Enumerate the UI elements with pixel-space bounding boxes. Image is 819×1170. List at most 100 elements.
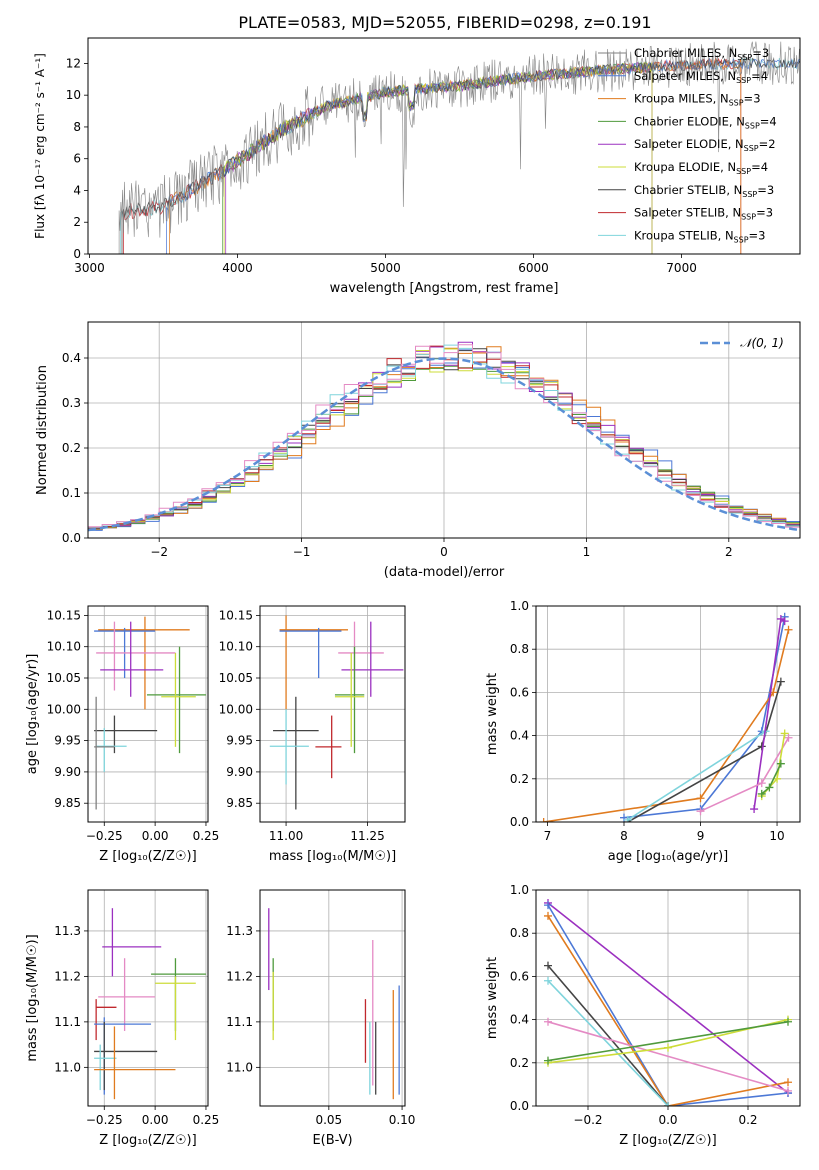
plus-marker	[544, 901, 552, 910]
plus-marker	[544, 1017, 552, 1026]
plus-marker	[784, 625, 793, 634]
x-tick-label: 1	[583, 545, 591, 559]
panel-mass-weight-vs-age: 7 8 9 10 0.0 0.2 0.4 0.6 0.8 1.0 age [log₁₀(age/yr…	[485, 599, 801, 864]
x-tick-label: −0.2	[573, 1113, 602, 1127]
y-tick-label: 1.0	[510, 599, 529, 613]
plus-marker	[539, 818, 548, 822]
y-tick-label: 11.3	[54, 924, 81, 938]
plus-marker	[544, 1056, 552, 1065]
legend-entry: Chabrier MILES, NSSP=3	[598, 46, 769, 62]
x-tick-label: 7	[544, 829, 552, 843]
y-tick-label: 0.2	[62, 441, 81, 455]
x-tick-label: 2	[725, 545, 733, 559]
plus-marker	[544, 961, 552, 970]
series-line	[547, 902, 789, 1094]
x-tick-label: 9	[697, 829, 705, 843]
y-axis-label: mass weight	[485, 673, 500, 755]
error-bar-point	[315, 715, 342, 779]
legend-label: Kroupa STELIB, NSSP=3	[634, 228, 766, 244]
axes-frame	[87, 889, 209, 1107]
x-axis-label: (data-model)/error	[384, 565, 505, 580]
legend-entry: Chabrier ELODIE, NSSP=4	[598, 114, 777, 130]
error-bar-point	[94, 1021, 158, 1091]
y-tick-label: 10.05	[219, 671, 253, 685]
plus-marker	[664, 1043, 672, 1052]
error-bar-point	[338, 621, 384, 691]
y-tick-label: 10.00	[219, 702, 253, 716]
x-tick-label: 0.10	[389, 1113, 416, 1127]
y-tick-label: 0.4	[62, 351, 81, 365]
y-tick-label: 11.1	[54, 1015, 81, 1029]
x-tick-label: 0.05	[315, 1113, 342, 1127]
x-tick-label: 5000	[370, 261, 401, 275]
y-tick-label: 10.10	[47, 640, 81, 654]
x-tick-label: 7000	[666, 261, 697, 275]
legend-label: 𝒩(0, 1)	[740, 336, 784, 350]
y-tick-label: 10.10	[219, 640, 253, 654]
error-bar-point	[94, 1044, 117, 1091]
plus-marker	[757, 789, 766, 798]
x-tick-label: 0.2	[738, 1113, 757, 1127]
error-bar-point	[161, 652, 196, 747]
x-axis-label: Z [log₁₀(Z/Z☉)]	[99, 1133, 196, 1148]
series-line	[543, 629, 790, 822]
panel-mass-vs-z: −0.25 0.00 0.25 11.0 11.1 11.2 11.3 Z [log₁₀(Z/…	[25, 889, 220, 1148]
x-tick-label: 0.00	[142, 829, 169, 843]
y-tick-label: 0.0	[510, 815, 529, 829]
y-tick-label: 1.0	[510, 883, 529, 897]
error-bar-point	[98, 616, 190, 710]
legend-entry: Kroupa MILES, NSSP=3	[598, 92, 761, 108]
x-tick-label: −0.25	[86, 829, 123, 843]
figure-title: PLATE=0583, MJD=52055, FIBERID=0298, z=0…	[238, 13, 651, 32]
x-tick-label: 4000	[222, 261, 253, 275]
series-line	[623, 616, 786, 819]
plus-marker	[544, 911, 552, 920]
plus-marker	[784, 1086, 792, 1095]
y-tick-label: 0.8	[510, 926, 529, 940]
error-bar-point	[96, 621, 176, 691]
y-tick-label: 11.0	[226, 1060, 253, 1074]
y-tick-label: 11.0	[54, 1060, 81, 1074]
legend-entry: Salpeter ELODIE, NSSP=2	[598, 137, 776, 153]
y-tick-label: 9.95	[226, 734, 253, 748]
panel-residuals: −2 −1 0 1 2 0.0 0.1 0.2 0.3 0.4 (data-model)/error…	[35, 321, 801, 580]
error-bar-point	[95, 999, 117, 1041]
legend-label: Chabrier STELIB, NSSP=3	[634, 183, 774, 199]
x-tick-label: 11.00	[269, 829, 303, 843]
legend-entry: Salpeter MILES, NSSP=4	[598, 69, 768, 85]
axes-frame	[87, 605, 209, 823]
x-axis-label: age [log₁₀(age/yr)]	[608, 849, 729, 864]
y-tick-label: 0.3	[62, 396, 81, 410]
error-bar-point	[155, 976, 196, 1041]
y-tick-label: 0.1	[62, 486, 81, 500]
x-tick-label: −1	[293, 545, 311, 559]
y-tick-label: 6	[73, 152, 81, 166]
plus-marker	[776, 677, 785, 686]
plus-marker	[696, 807, 705, 816]
x-tick-label: 10	[769, 829, 784, 843]
error-bar-point	[334, 652, 365, 747]
legend-entry: Chabrier STELIB, NSSP=3	[598, 183, 774, 199]
legend-label: Salpeter STELIB, NSSP=3	[634, 206, 773, 222]
x-tick-label: 0.25	[193, 1113, 220, 1127]
legend-label: Kroupa ELODIE, NSSP=4	[634, 160, 768, 176]
series-line	[547, 904, 789, 1106]
error-bar-point	[334, 646, 365, 754]
y-axis-label: Flux [fλ 10⁻¹⁷ erg cm⁻² s⁻¹ A⁻¹]	[33, 53, 47, 239]
y-tick-label: 0.8	[510, 642, 529, 656]
series-line	[627, 681, 782, 822]
series-line	[547, 1021, 789, 1062]
panel-mass-weight-vs-z: −0.2 0.0 0.2 0.0 0.2 0.4 0.6 0.8 1.0 Z [log₁₀(Z/Z…	[485, 883, 801, 1148]
legend-entry: 𝒩(0, 1)	[700, 336, 784, 350]
spectrum-line	[118, 41, 800, 254]
error-bar-point	[94, 1017, 152, 1095]
plus-marker	[757, 779, 766, 788]
x-tick-label: 11.25	[350, 829, 384, 843]
y-tick-label: 11.2	[226, 969, 253, 983]
panel-spectrum: 3000 4000 5000 6000 7000 0 2 4 6 8 10 12 wavelength …	[33, 37, 801, 296]
legend-label: Chabrier ELODIE, NSSP=4	[634, 114, 777, 130]
x-axis-label: Z [log₁₀(Z/Z☉)]	[99, 849, 196, 864]
error-bar-point	[273, 696, 319, 810]
series-line	[547, 965, 669, 1106]
